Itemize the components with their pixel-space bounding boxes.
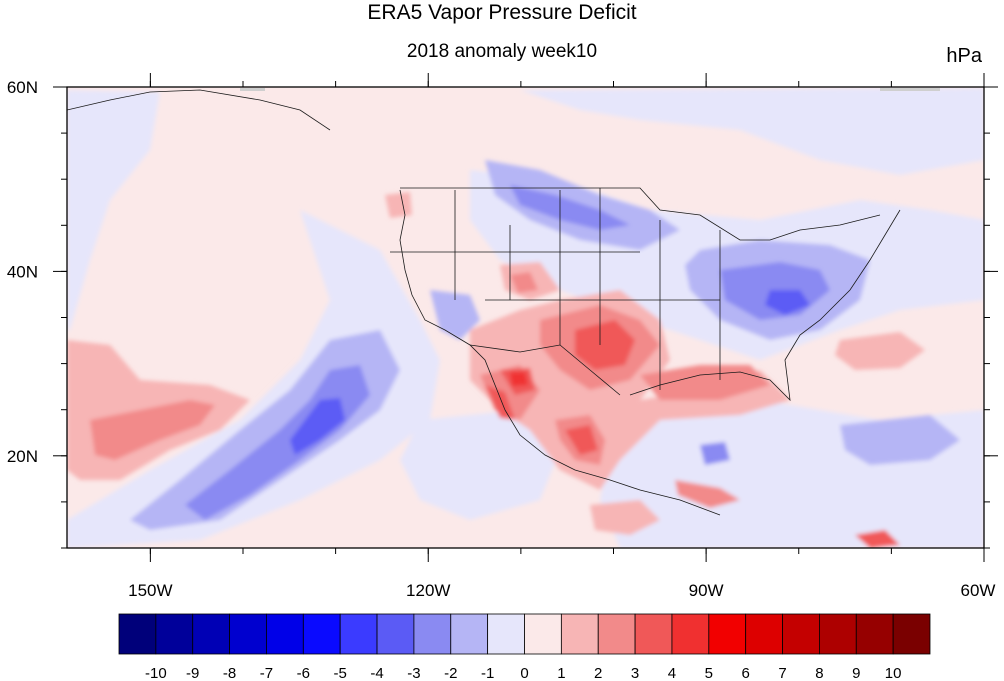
anomaly-contour [835, 332, 925, 370]
colorbar-level-label: -3 [407, 665, 420, 681]
colorbar-swatch [855, 613, 894, 655]
colorbar-level-label: 10 [885, 665, 902, 681]
colorbar-swatch [708, 613, 747, 655]
canada-border [400, 187, 881, 241]
anomaly-contour [565, 425, 598, 455]
colorbar-level-label: 0 [520, 665, 528, 681]
alaska-coast [67, 89, 331, 131]
colorbar-swatch [671, 613, 710, 655]
colorbar-level-label: -10 [145, 665, 167, 681]
colorbar-swatch [302, 613, 341, 655]
colorbar-swatch [745, 613, 783, 655]
y-tick-label: 60N [7, 78, 38, 97]
anomaly-contour [67, 210, 440, 548]
colorbar-level-label: -7 [260, 665, 273, 681]
x-tick-label: 60W [961, 581, 996, 600]
colorbar-swatch [192, 613, 230, 655]
colorbar-swatch [376, 613, 415, 655]
y-tick-label: 20N [7, 447, 38, 466]
anomaly-contour [575, 320, 635, 370]
anomaly-field [67, 88, 984, 548]
axis-tick-labels: 150W 120W 90W 60W 60N 40N 20N [7, 78, 996, 600]
colorbar-level-label: -6 [297, 665, 310, 681]
colorbar-swatch [266, 613, 304, 655]
anomaly-contour [590, 500, 660, 535]
colorbar-level-label: -2 [444, 665, 457, 681]
pacific-coastline [399, 189, 721, 516]
x-tick-label: 90W [689, 581, 724, 600]
colorbar-level-label: 8 [815, 665, 823, 681]
colorbar-swatch [560, 613, 599, 655]
map-subtitle: 2018 anomaly week10 [406, 41, 598, 62]
anomaly-contour [400, 410, 560, 520]
colorbar-level-label: 4 [668, 665, 676, 681]
anomaly-contour [520, 88, 984, 175]
colorbar-swatch [892, 613, 931, 655]
colorbar-swatch [229, 613, 267, 655]
anomaly-contour [765, 290, 810, 315]
anomaly-contour [485, 385, 515, 420]
colorbar-swatch [155, 613, 194, 655]
colorbar-level-label: 9 [852, 665, 860, 681]
gulf-coastline [629, 209, 901, 402]
colorbar-level-label: -9 [186, 665, 199, 681]
anomaly-contour [675, 480, 740, 508]
colorbar-level-label: -8 [223, 665, 236, 681]
colorbar-level-label: -4 [370, 665, 383, 681]
colorbar-swatch [487, 613, 525, 655]
colorbar-level-label: 2 [594, 665, 602, 681]
colorbar-swatch [597, 613, 636, 655]
colorbar-labels: -10 -9 -8 -7 -6 -5 -4 -3 -2 -1 0 1 2 3 4 5 6 7 8 9 10 [145, 665, 901, 681]
x-tick-label: 120W [406, 581, 450, 600]
x-tick-label: 150W [128, 581, 172, 600]
colorbar-swatch [634, 613, 673, 655]
anomaly-contour [840, 415, 960, 465]
colorbar-level-label: 1 [557, 665, 565, 681]
anomaly-contour [67, 90, 160, 330]
anomaly-contour [385, 192, 412, 218]
colorbar-level-label: 5 [705, 665, 713, 681]
colorbar-level-label: 6 [742, 665, 750, 681]
axis-ticks [53, 73, 998, 562]
anomaly-contour [700, 442, 730, 465]
coastlines-and-borders [67, 89, 901, 516]
colorbar [118, 613, 931, 655]
colorbar-level-label: 3 [631, 665, 639, 681]
anomaly-contour [855, 530, 900, 548]
colorbar-swatch [782, 613, 820, 655]
missing-data-band [240, 88, 265, 91]
anomaly-contour [640, 365, 770, 400]
colorbar-level-label: -1 [481, 665, 494, 681]
y-tick-label: 40N [7, 262, 38, 281]
map-panel [67, 87, 984, 548]
colorbar-level-label: -5 [334, 665, 347, 681]
anomaly-contour [430, 290, 480, 340]
colorbar-swatch [118, 613, 157, 655]
colorbar-level-label: 7 [778, 665, 786, 681]
missing-data-band [880, 88, 940, 91]
units-label: hPa [946, 45, 982, 67]
colorbar-swatch [413, 613, 452, 655]
anomaly-contour [290, 398, 345, 455]
map-title: ERA5 Vapor Pressure Deficit [367, 1, 637, 24]
anomaly-contour [510, 372, 528, 386]
anomaly-contour [510, 272, 538, 293]
colorbar-swatch [524, 613, 562, 655]
colorbar-swatch [339, 613, 378, 655]
anomaly-contour [90, 400, 215, 460]
colorbar-swatch [450, 613, 489, 655]
colorbar-swatch [819, 613, 857, 655]
